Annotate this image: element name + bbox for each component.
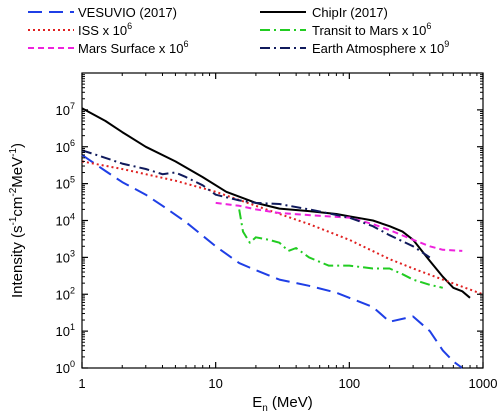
y-tick-label: 100 xyxy=(56,359,75,376)
x-axis: 1 10 100 1000 xyxy=(78,73,497,391)
x-tick-label: 10 xyxy=(208,376,222,391)
legend-label-5: Earth Atmosphere x 109 xyxy=(312,39,449,56)
y-axis-title: Intensity (s-1cm-2MeV-1) xyxy=(8,143,26,298)
y-tick-label: 102 xyxy=(56,285,75,302)
series-line-0 xyxy=(81,154,463,369)
x-axis-title: En (MeV) xyxy=(252,394,312,414)
series-line-5 xyxy=(81,149,431,259)
series-line-4 xyxy=(215,201,463,252)
y-tick-label: 106 xyxy=(56,138,75,155)
legend-label-2: ISS x 106 xyxy=(78,21,132,38)
legend-label-1: ChipIr (2017) xyxy=(312,5,388,20)
y-tick-label: 103 xyxy=(56,248,75,265)
legend-label-0: VESUVIO (2017) xyxy=(78,5,177,20)
series-line-2 xyxy=(81,160,484,296)
legend-label-3: Transit to Mars x 106 xyxy=(312,21,431,38)
y-tick-label: 107 xyxy=(56,101,75,118)
series-lines xyxy=(81,107,484,369)
x-tick-label: 1000 xyxy=(469,376,498,391)
legend: VESUVIO (2017) ChipIr (2017) ISS x 106 Tran… xyxy=(28,5,449,56)
y-tick-label: 104 xyxy=(56,212,75,229)
x-tick-label: 100 xyxy=(338,376,360,391)
y-tick-label: 101 xyxy=(56,322,75,339)
y-tick-label: 105 xyxy=(56,175,75,192)
series-line-3 xyxy=(238,209,444,289)
legend-label-4: Mars Surface x 106 xyxy=(78,39,189,56)
y-axis: 100 101 102 103 104 105 106 107 xyxy=(56,74,483,376)
x-tick-label: 1 xyxy=(78,376,85,391)
